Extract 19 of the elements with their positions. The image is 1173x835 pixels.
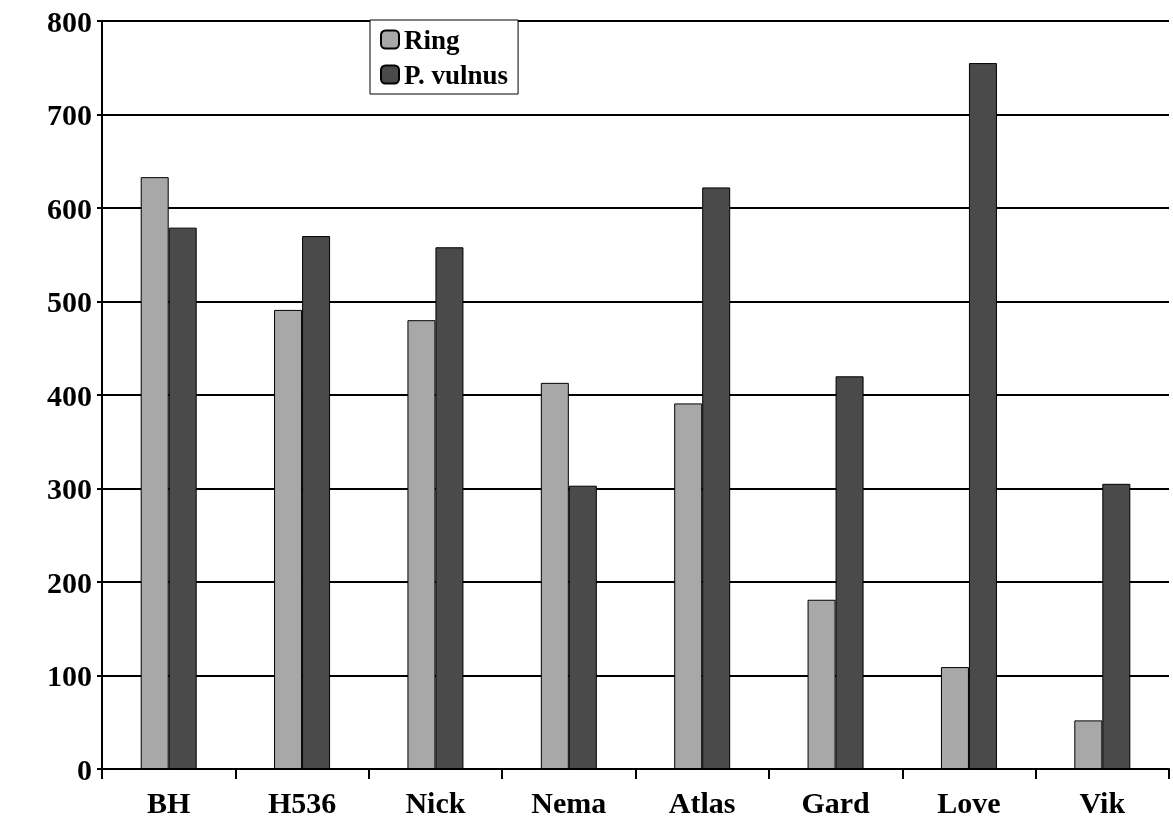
y-tick-label: 300 [47, 472, 92, 505]
x-tick-label: H536 [267, 785, 337, 819]
x-tick-label: BH [147, 785, 191, 819]
y-tick-label: 800 [47, 4, 92, 38]
y-tick-label: 100 [47, 659, 92, 692]
y-tick-label: 500 [47, 285, 92, 318]
x-tick-label: Love [937, 785, 1001, 819]
legend-label: Ring [404, 24, 461, 55]
y-tick-label: 400 [47, 378, 92, 412]
y-tick-label: 600 [47, 191, 92, 225]
x-tick-label: Atlas [668, 785, 736, 819]
x-tick-label: Nick [405, 785, 466, 819]
x-tick-label: Vik [1079, 785, 1126, 819]
x-tick-label: Nema [531, 785, 607, 819]
legend-label: P. vulnus [404, 59, 509, 90]
y-tick-label: 700 [47, 98, 92, 131]
y-tick-label: 200 [47, 565, 92, 599]
y-tick-label: 0 [77, 752, 92, 786]
x-tick-label: Gard [801, 785, 871, 819]
